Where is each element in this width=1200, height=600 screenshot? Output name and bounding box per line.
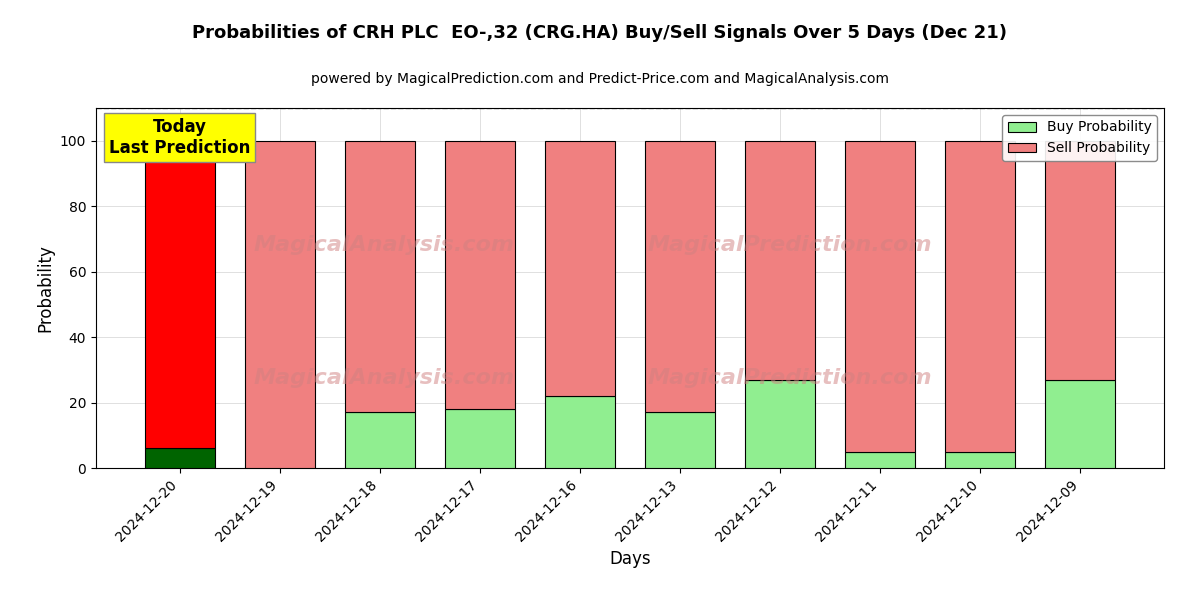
Text: MagicalPrediction.com: MagicalPrediction.com xyxy=(648,368,932,388)
Bar xyxy=(646,141,715,412)
Bar xyxy=(445,141,515,409)
Bar xyxy=(344,412,415,468)
Text: MagicalAnalysis.com: MagicalAnalysis.com xyxy=(254,368,515,388)
Y-axis label: Probability: Probability xyxy=(36,244,54,332)
Bar xyxy=(946,452,1015,468)
Bar xyxy=(646,412,715,468)
Bar xyxy=(344,141,415,412)
Bar xyxy=(1045,141,1116,380)
Bar xyxy=(946,141,1015,452)
Bar xyxy=(144,448,215,468)
Bar xyxy=(545,141,614,396)
Bar xyxy=(1045,380,1116,468)
Bar xyxy=(144,141,215,448)
Text: MagicalPrediction.com: MagicalPrediction.com xyxy=(648,235,932,255)
X-axis label: Days: Days xyxy=(610,550,650,568)
Bar xyxy=(845,452,916,468)
Legend: Buy Probability, Sell Probability: Buy Probability, Sell Probability xyxy=(1002,115,1157,161)
Bar xyxy=(445,409,515,468)
Bar xyxy=(545,396,614,468)
Bar xyxy=(845,141,916,452)
Bar xyxy=(745,141,815,380)
Text: powered by MagicalPrediction.com and Predict-Price.com and MagicalAnalysis.com: powered by MagicalPrediction.com and Pre… xyxy=(311,72,889,86)
Text: Probabilities of CRH PLC  EO-,32 (CRG.HA) Buy/Sell Signals Over 5 Days (Dec 21): Probabilities of CRH PLC EO-,32 (CRG.HA)… xyxy=(192,24,1008,42)
Bar xyxy=(745,380,815,468)
Text: MagicalAnalysis.com: MagicalAnalysis.com xyxy=(254,235,515,255)
Bar xyxy=(245,141,314,468)
Text: Today
Last Prediction: Today Last Prediction xyxy=(109,118,251,157)
